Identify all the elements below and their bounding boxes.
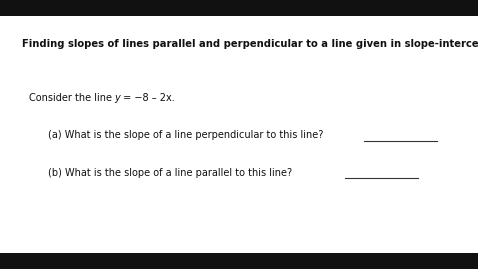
- Bar: [0, 0, 478, 16]
- Text: Consider the line: Consider the line: [29, 93, 115, 103]
- Text: y: y: [114, 93, 120, 103]
- Bar: [0, 253, 478, 269]
- Text: (b) What is the slope of a line parallel to this line?: (b) What is the slope of a line parallel…: [48, 168, 292, 178]
- Text: (a) What is the slope of a line perpendicular to this line?: (a) What is the slope of a line perpendi…: [48, 130, 323, 140]
- Text: = −8 – 2x.: = −8 – 2x.: [120, 93, 175, 103]
- Text: Finding slopes of lines parallel and perpendicular to a line given in slope-inte: Finding slopes of lines parallel and per…: [22, 39, 478, 49]
